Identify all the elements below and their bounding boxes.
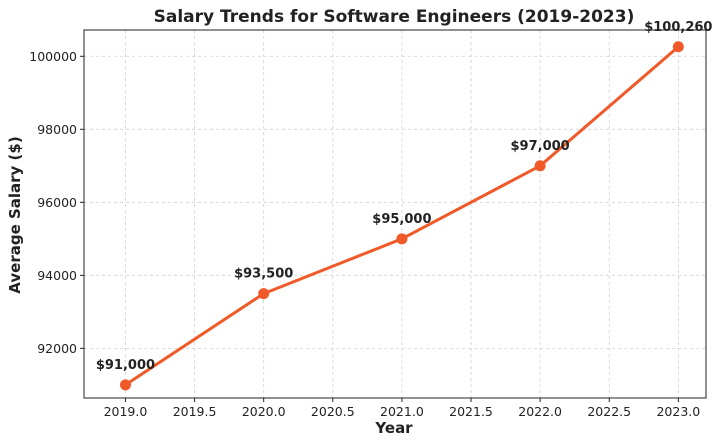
x-tick-label: 2021.5: [449, 404, 493, 419]
data-labels: $91,000 $93,500 $95,000 $97,000 $100,260: [96, 20, 713, 373]
chart-title: Salary Trends for Software Engineers (20…: [154, 7, 635, 27]
data-point: [534, 160, 546, 172]
data-point: [672, 41, 684, 53]
y-axis-label: Average Salary ($): [6, 136, 24, 293]
y-tick-label: 98000: [37, 122, 77, 137]
data-label: $91,000: [96, 358, 155, 373]
x-tick-label: 2019.5: [173, 404, 217, 419]
x-axis-label: Year: [374, 419, 413, 437]
y-tick-label: 100000: [29, 49, 77, 64]
series-salary: [119, 41, 684, 391]
axis-ticks: 2019.0 2019.5 2020.0 2020.5 2021.0 2021.5 2022…: [29, 49, 700, 419]
x-tick-label: 2023.0: [656, 404, 700, 419]
grid-lines: [84, 30, 706, 398]
data-label: $97,000: [511, 139, 570, 154]
x-tick-label: 2019.0: [104, 404, 148, 419]
data-label: $100,260: [644, 20, 712, 35]
plot-frame: [83, 29, 707, 399]
data-label: $95,000: [372, 212, 431, 227]
x-tick-label: 2022.5: [587, 404, 631, 419]
y-tick-label: 92000: [37, 341, 77, 356]
x-tick-label: 2021.0: [380, 404, 424, 419]
data-label: $93,500: [234, 267, 293, 282]
x-tick-label: 2020.5: [311, 404, 355, 419]
data-point: [396, 233, 408, 245]
y-tick-label: 96000: [37, 195, 77, 210]
y-tick-label: 94000: [37, 268, 77, 283]
x-tick-label: 2022.0: [518, 404, 562, 419]
data-point: [119, 379, 131, 391]
x-tick-label: 2020.0: [242, 404, 286, 419]
data-point: [258, 288, 270, 300]
